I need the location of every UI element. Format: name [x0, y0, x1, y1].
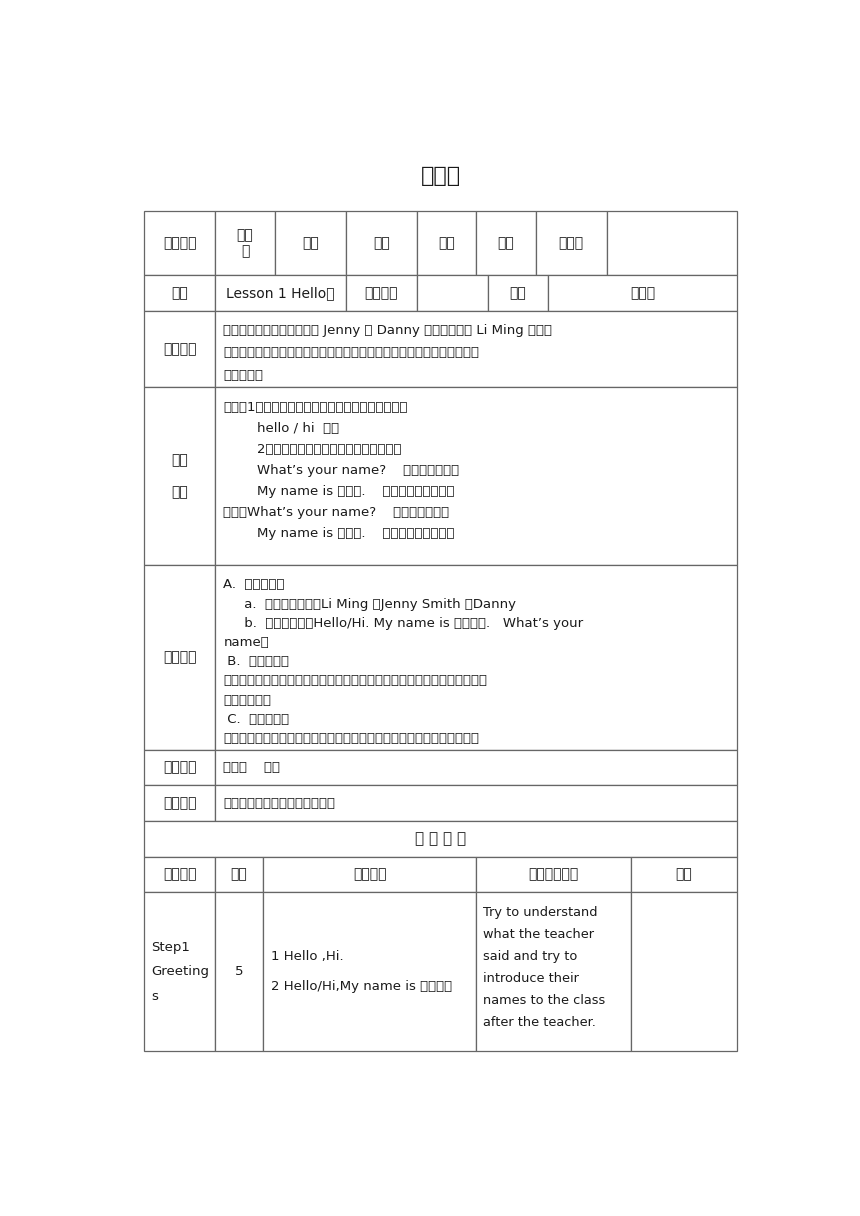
Text: said and try to: said and try to [483, 950, 577, 963]
Bar [417, 212, 476, 275]
Bar [215, 565, 737, 750]
Bar [144, 821, 737, 856]
Text: A.  知识目标：: A. 知识目标： [224, 579, 285, 591]
Text: Lesson 1 Hello！: Lesson 1 Hello！ [226, 286, 335, 300]
Text: 通过本课的学习，让学生知道怎样有礼貌地打招呼，做个有礼貌的好孩子: 通过本课的学习，让学生知道怎样有礼貌地打招呼，做个有礼貌的好孩子 [224, 732, 479, 745]
Bar [144, 311, 215, 388]
Bar [144, 388, 215, 565]
Bar [630, 893, 737, 1052]
Text: what the teacher: what the teacher [483, 928, 594, 941]
Text: 教学内容: 教学内容 [353, 867, 386, 882]
Bar [215, 893, 263, 1052]
Bar [215, 786, 737, 821]
Bar [144, 786, 215, 821]
Text: 新授: 新授 [498, 236, 514, 250]
Text: 授课年级: 授课年级 [163, 236, 196, 250]
Bar [144, 275, 215, 311]
Text: 导学人: 导学人 [559, 236, 584, 250]
Text: C.  情感目标：: C. 情感目标： [224, 713, 290, 726]
Bar [630, 856, 737, 893]
Text: 难点：What’s your name?    你叫什么名字？: 难点：What’s your name? 你叫什么名字？ [224, 506, 450, 519]
Text: 过程，让学生学会怎样用英语与人打招呼，怎样询问别人的名字及介绍自: 过程，让学生学会怎样用英语与人打招呼，怎样询问别人的名字及介绍自 [224, 347, 479, 359]
Text: 情景教学法，跟读模仿，表演。: 情景教学法，跟读模仿，表演。 [224, 796, 335, 810]
Text: 教学准备: 教学准备 [163, 761, 196, 775]
Text: name？: name？ [224, 636, 269, 649]
Bar [263, 893, 476, 1052]
Text: Try to understand: Try to understand [483, 906, 598, 919]
Text: What’s your name?    你叫什么名字？: What’s your name? 你叫什么名字？ [224, 463, 459, 477]
Bar [536, 212, 607, 275]
Text: 期望学生行为: 期望学生行为 [528, 867, 579, 882]
Bar [144, 893, 215, 1052]
Text: 学科: 学科 [302, 236, 318, 250]
Text: 课题: 课题 [171, 286, 188, 300]
Bar [215, 311, 737, 388]
Bar [215, 856, 263, 893]
Bar [476, 893, 630, 1052]
Text: My name is ＿＿＿.    我的名字是＿＿＿。: My name is ＿＿＿. 我的名字是＿＿＿。 [224, 485, 455, 497]
Text: 教学目标: 教学目标 [163, 651, 196, 665]
Text: 时间: 时间 [230, 867, 248, 882]
Text: My name is ＿＿＿.    我的名字是＿＿＿。: My name is ＿＿＿. 我的名字是＿＿＿。 [224, 527, 455, 540]
Text: 课型: 课型 [439, 236, 455, 250]
Bar [144, 212, 215, 275]
Bar [263, 856, 476, 893]
Bar [274, 212, 346, 275]
Text: after the teacher.: after the teacher. [483, 1017, 596, 1029]
Text: s: s [150, 990, 157, 1003]
Bar [417, 275, 488, 311]
Bar [476, 856, 630, 893]
Bar [607, 212, 737, 275]
Bar [215, 275, 346, 311]
Text: 让学生学会怎样有礼貌地和别人打招呼，怎样来介绍自己，并能应用自己所: 让学生学会怎样有礼貌地和别人打招呼，怎样来介绍自己，并能应用自己所 [224, 675, 488, 687]
Text: 重点：1、认识新单词三会（会说、会听、会读）：: 重点：1、认识新单词三会（会说、会听、会读）： [224, 400, 408, 413]
Text: 备注: 备注 [676, 867, 692, 882]
Text: 英语: 英语 [373, 236, 390, 250]
Bar [144, 856, 215, 893]
Text: 本课主要通过来自加拿大的 Jenny 和 Danny 与来自中国的 Li Ming 的认识: 本课主要通过来自加拿大的 Jenny 和 Danny 与来自中国的 Li Min… [224, 323, 552, 337]
Text: 教学环节: 教学环节 [163, 867, 196, 882]
Text: 2、掌握新句子：两会（会听、会说）：: 2、掌握新句子：两会（会听、会说）： [224, 443, 402, 456]
Text: 重点

难点: 重点 难点 [171, 454, 188, 500]
Text: a.  认识三个人物：Li Ming 、Jenny Smith 、Danny: a. 认识三个人物：Li Ming 、Jenny Smith 、Danny [224, 598, 516, 610]
Text: hello / hi  你好: hello / hi 你好 [224, 422, 340, 434]
Text: 学到的知识。: 学到的知识。 [224, 693, 272, 706]
Bar [346, 212, 417, 275]
Text: 5: 5 [235, 966, 243, 978]
Text: 三年
级: 三年 级 [237, 229, 254, 258]
Bar [144, 750, 215, 786]
Bar [215, 388, 737, 565]
Text: Step1: Step1 [150, 941, 190, 953]
Bar [476, 212, 536, 275]
Bar [215, 750, 737, 786]
Text: b.  掌握新句型：Hello/Hi. My name is ＿＿＿＿.   What’s your: b. 掌握新句型：Hello/Hi. My name is ＿＿＿＿. What… [224, 617, 583, 630]
Text: introduce their: introduce their [483, 973, 579, 985]
Text: 1 Hello ,Hi.: 1 Hello ,Hi. [271, 950, 343, 963]
Text: B.  能力目标：: B. 能力目标： [224, 655, 289, 669]
Bar [488, 275, 548, 311]
Bar [144, 565, 215, 750]
Text: 教学方法: 教学方法 [163, 796, 196, 810]
Text: 2 Hello/Hi,My name is ＿＿＿＿: 2 Hello/Hi,My name is ＿＿＿＿ [271, 980, 452, 993]
Text: 导学案: 导学案 [421, 165, 461, 186]
Bar [215, 212, 274, 275]
Text: 一课时: 一课时 [630, 286, 655, 300]
Text: Greeting: Greeting [150, 966, 209, 978]
Text: names to the class: names to the class [483, 995, 605, 1007]
Text: 课时: 课时 [509, 286, 526, 300]
Text: 导 学 流 程: 导 学 流 程 [415, 832, 466, 846]
Bar [346, 275, 417, 311]
Bar [548, 275, 737, 311]
Text: 授课时间: 授课时间 [365, 286, 398, 300]
Text: 己的名字。: 己的名字。 [224, 368, 263, 382]
Text: 学情分析: 学情分析 [163, 342, 196, 356]
Text: 录音机    图片: 录音机 图片 [224, 761, 280, 775]
